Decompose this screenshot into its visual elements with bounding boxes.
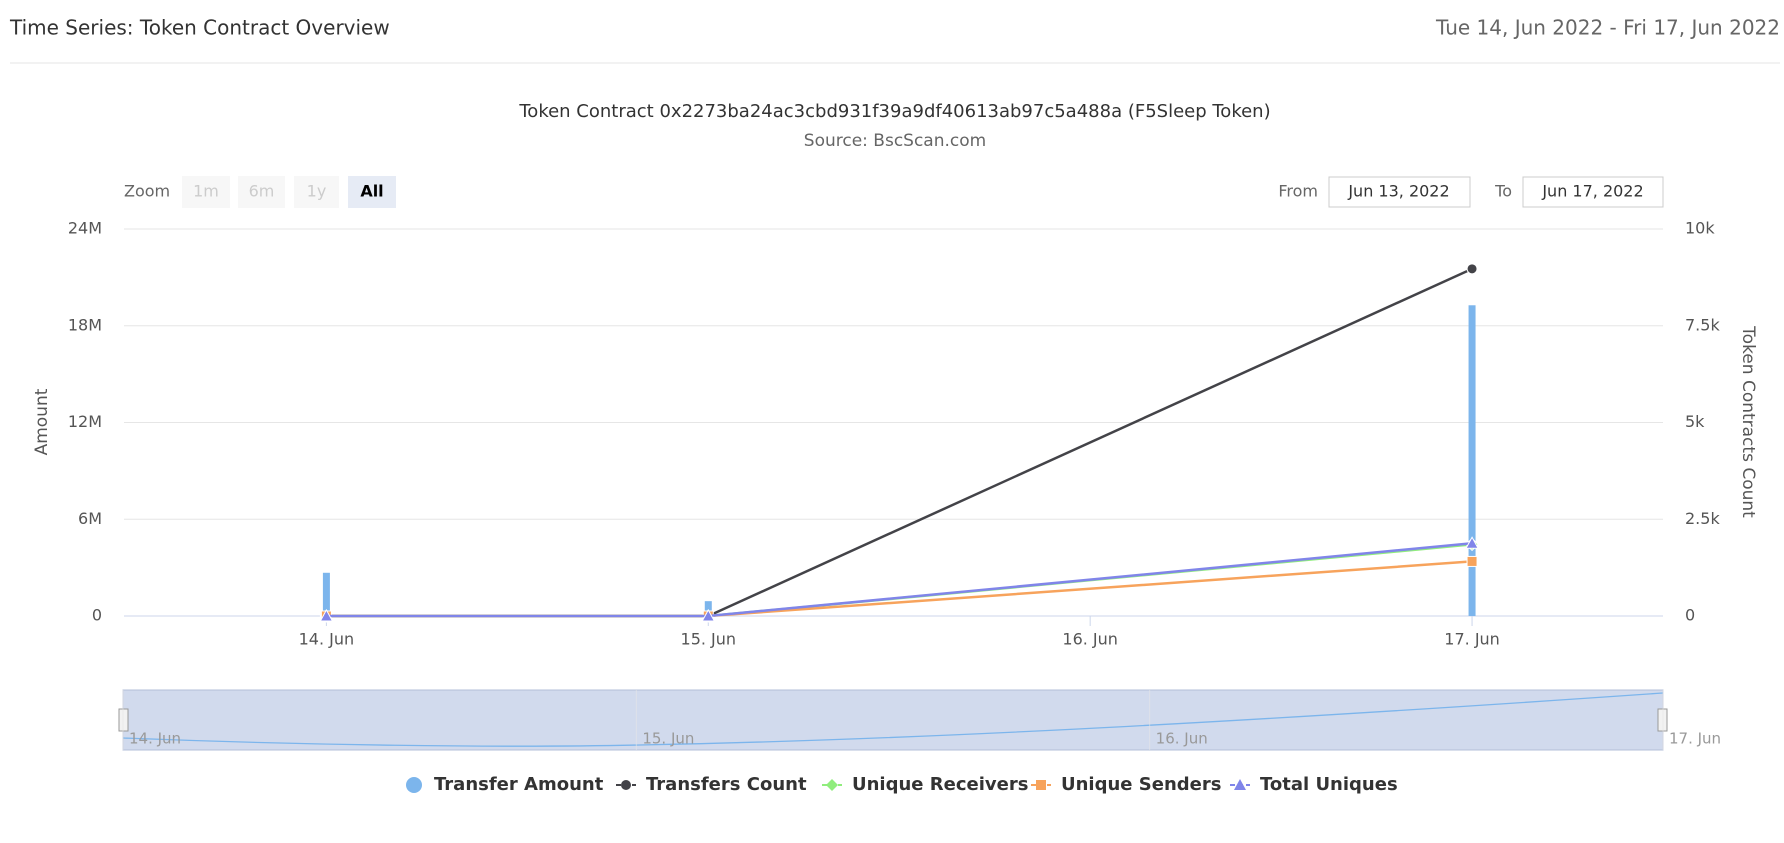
legend-label[interactable]: Transfer Amount bbox=[434, 774, 604, 795]
to-input[interactable] bbox=[1522, 176, 1664, 208]
zoom-button[interactable] bbox=[182, 176, 230, 208]
chart-title: Token Contract 0x2273ba24ac3cbd931f39a9d… bbox=[518, 101, 1270, 122]
bar bbox=[1468, 305, 1476, 616]
series-line bbox=[326, 543, 1473, 618]
marker bbox=[319, 608, 334, 622]
series-line bbox=[326, 541, 1473, 618]
bar bbox=[704, 601, 712, 616]
x-tick-label: 15. Jun bbox=[681, 630, 737, 649]
legend-marker bbox=[1036, 780, 1046, 790]
zoom-button-label[interactable]: 1m bbox=[193, 182, 219, 201]
y-tick-label: 12M bbox=[68, 412, 102, 431]
series-line bbox=[326, 560, 1473, 618]
marker bbox=[1466, 263, 1478, 275]
zoom-label: Zoom bbox=[124, 182, 170, 201]
y-axis-title: Amount bbox=[32, 388, 52, 455]
from-label: From bbox=[1278, 182, 1318, 201]
legend-marker bbox=[621, 780, 631, 790]
navigator-series bbox=[122, 692, 1664, 747]
zoom-button[interactable] bbox=[294, 176, 339, 208]
zoom-button[interactable] bbox=[348, 176, 396, 208]
legend-label[interactable]: Total Uniques bbox=[1260, 774, 1398, 795]
y2-tick-label: 5k bbox=[1685, 412, 1705, 431]
navigator-tick-label: 15. Jun bbox=[642, 730, 694, 748]
legend-marker bbox=[826, 779, 838, 791]
marker bbox=[1465, 536, 1479, 549]
legend-label[interactable]: Transfers Count bbox=[646, 774, 807, 795]
to-label: To bbox=[1494, 182, 1512, 201]
y-tick-label: 18M bbox=[68, 315, 102, 334]
navigator-tick-label: 17. Jun bbox=[1669, 730, 1721, 748]
to-value[interactable]: Jun 17, 2022 bbox=[1541, 182, 1643, 201]
legend-marker bbox=[1234, 779, 1246, 790]
legend-label[interactable]: Unique Receivers bbox=[852, 774, 1028, 795]
navigator-tick-label: 14. Jun bbox=[129, 730, 181, 748]
legend-symbol[interactable] bbox=[406, 777, 422, 793]
navigator-tick-label: 16. Jun bbox=[1156, 730, 1208, 748]
zoom-button-label[interactable]: 1y bbox=[307, 182, 327, 201]
y-tick-label: 6M bbox=[78, 509, 102, 528]
y-tick-label: 24M bbox=[68, 219, 102, 238]
x-tick-label: 17. Jun bbox=[1444, 630, 1500, 649]
header-title: Time Series: Token Contract Overview bbox=[9, 16, 390, 40]
marker bbox=[701, 608, 716, 622]
bar bbox=[322, 572, 330, 616]
header-date-range: Tue 14, Jun 2022 - Fri 17, Jun 2022 bbox=[1435, 16, 1780, 40]
y2-tick-label: 2.5k bbox=[1685, 509, 1720, 528]
y2-tick-label: 7.5k bbox=[1685, 315, 1720, 334]
x-tick-label: 14. Jun bbox=[299, 630, 355, 649]
zoom-button[interactable] bbox=[238, 176, 285, 208]
navigator[interactable] bbox=[122, 689, 1664, 751]
zoom-button-label[interactable]: All bbox=[360, 182, 383, 201]
marker bbox=[1466, 555, 1478, 567]
legend-label[interactable]: Unique Senders bbox=[1061, 774, 1221, 795]
y2-axis-title: Token Contracts Count bbox=[1738, 325, 1758, 518]
zoom-button-label[interactable]: 6m bbox=[249, 182, 275, 201]
y2-tick-label: 10k bbox=[1685, 219, 1715, 238]
from-input[interactable] bbox=[1328, 176, 1471, 208]
series-line bbox=[326, 267, 1473, 618]
from-value[interactable]: Jun 13, 2022 bbox=[1347, 182, 1449, 201]
chart-subtitle: Source: BscScan.com bbox=[804, 131, 986, 151]
y2-tick-label: 0 bbox=[1685, 606, 1695, 625]
y-tick-label: 0 bbox=[92, 606, 102, 625]
x-tick-label: 16. Jun bbox=[1062, 630, 1118, 649]
